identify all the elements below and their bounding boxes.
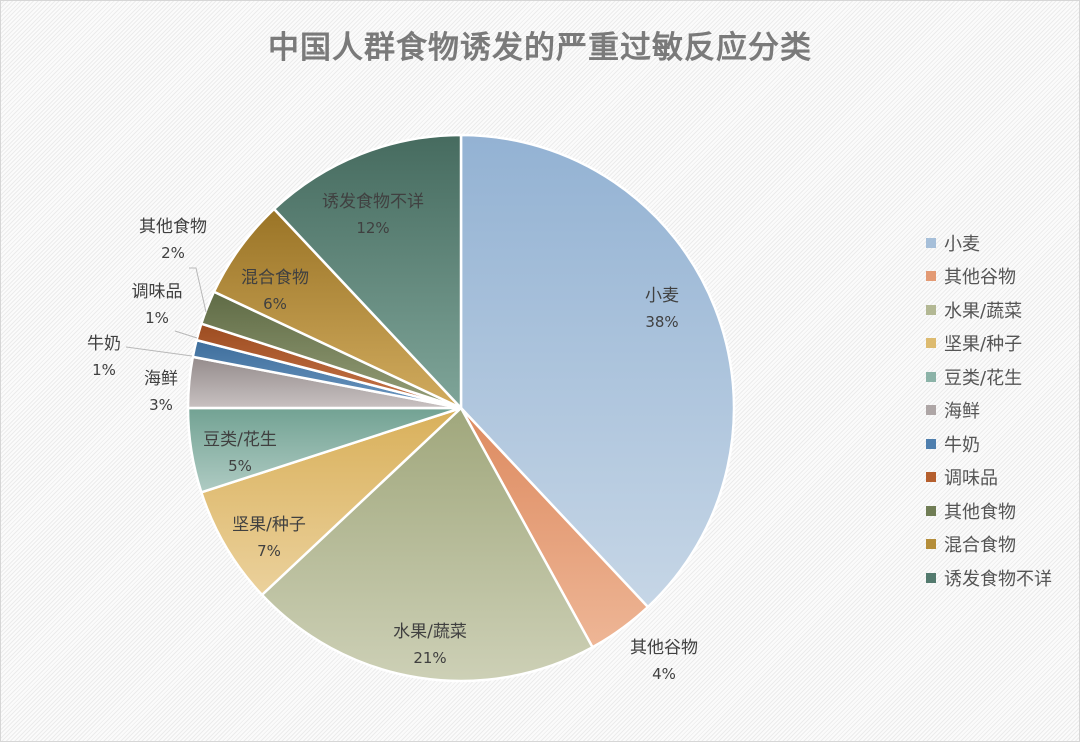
legend-item-seafood: 海鲜 [926,394,1076,428]
slice-label-other-grains: 其他谷物 4% [630,638,698,683]
legend-swatch [926,438,936,449]
slice-label-mixed-food: 混合食物 6% [241,268,309,313]
slice-label-legumes-peanut: 豆类/花生 5% [203,430,277,475]
legend-item-wheat: 小麦 [926,226,1076,260]
slice-label-unknown: 诱发食物不详 12% [322,192,424,237]
pie-slice [260,406,594,683]
slice-label-fruit-veg: 水果/蔬菜 21% [393,622,467,667]
legend-item-milk: 牛奶 [926,427,1076,461]
slice-label-wheat: 小麦 38% [645,286,679,331]
legend-item-other-food: 其他食物 [926,494,1076,528]
slice-label-nuts-seeds: 坚果/种子 7% [232,515,306,560]
legend-swatch [926,472,936,483]
legend-swatch [926,572,936,583]
legend-swatch [926,271,936,282]
slice-label-other-food: 其他食物 2% [139,217,207,262]
legend-item-mixed-food: 混合食物 [926,528,1076,562]
legend-swatch [926,371,936,382]
legend-item-fruit-veg: 水果/蔬菜 [926,293,1076,327]
leader-line-condiment [174,330,198,339]
legend-swatch [926,505,936,516]
legend-item-legumes-peanut: 豆类/花生 [926,360,1076,394]
legend-swatch [926,304,936,315]
chart-legend: 小麦 其他谷物 水果/蔬菜 坚果/种子 豆类/花生 海鲜 牛奶 调味品 其他食物… [926,226,1076,595]
slice-label-milk: 牛奶 1% [87,334,121,379]
legend-swatch [926,405,936,416]
pie-slice [272,133,463,410]
leader-line-milk [125,346,193,357]
legend-item-other-grains: 其他谷物 [926,260,1076,294]
leader-line-other-food [189,267,207,313]
legend-swatch [926,539,936,550]
legend-item-condiment: 调味品 [926,461,1076,495]
pie-slice [200,406,463,597]
chart-title: 中国人群食物诱发的严重过敏反应分类 [268,30,812,66]
legend-swatch [926,338,936,349]
legend-swatch [926,237,936,248]
slice-label-seafood: 海鲜 3% [144,369,178,414]
legend-item-unknown: 诱发食物不详 [926,561,1076,595]
legend-item-nuts-seeds: 坚果/种子 [926,327,1076,361]
slice-label-condiment: 调味品 1% [131,282,183,327]
pie-slice [459,133,736,609]
